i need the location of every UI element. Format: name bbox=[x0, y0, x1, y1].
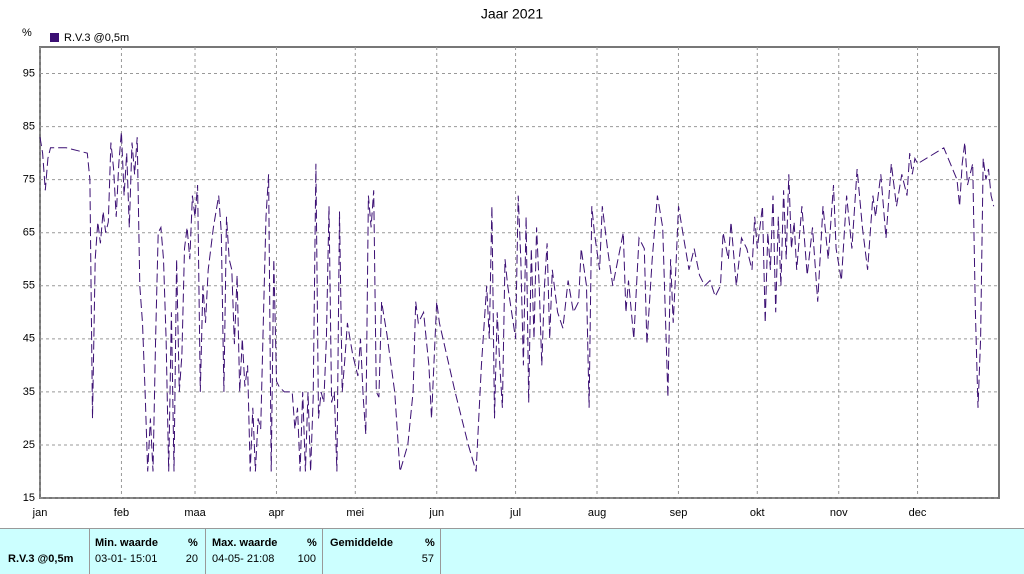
y-tick-label: 95 bbox=[23, 67, 35, 79]
y-tick-label: 75 bbox=[23, 174, 35, 186]
header: Min. waarde bbox=[95, 537, 158, 549]
y-tick-label: 65 bbox=[23, 227, 35, 239]
cell: 100 bbox=[297, 553, 316, 565]
chart: Jaar 2021 % R.V.3 @0,5m 15 25 35 45 55 65 75 85… bbox=[22, 6, 1000, 519]
data-line bbox=[39, 131, 995, 472]
y-tick-label: 15 bbox=[23, 492, 35, 504]
cell: 20 bbox=[185, 553, 198, 565]
x-tick-label: maa bbox=[184, 507, 206, 519]
chart-title: Jaar 2021 bbox=[481, 6, 543, 22]
x-tick-label: jun bbox=[428, 507, 444, 519]
stats-table: Min. waarde % Max. waarde % Gemiddelde %… bbox=[0, 528, 1024, 574]
x-tick-label: sep bbox=[670, 507, 688, 519]
y-tick-label: 55 bbox=[23, 280, 35, 292]
x-tick-label: okt bbox=[750, 507, 765, 519]
column bbox=[0, 529, 90, 574]
header: % bbox=[307, 537, 317, 549]
y-tick-label: 25 bbox=[23, 439, 35, 451]
cell: 03-01- 15:01 bbox=[95, 553, 158, 565]
y-axis-label: % bbox=[22, 27, 32, 39]
x-tick-label: jan bbox=[32, 507, 48, 519]
column bbox=[206, 529, 323, 574]
column bbox=[323, 529, 441, 574]
x-tick-label: aug bbox=[588, 507, 606, 519]
header: % bbox=[425, 537, 435, 549]
header: Max. waarde bbox=[212, 537, 278, 549]
cell: 04-05- 21:08 bbox=[212, 553, 275, 565]
y-tick-label: 45 bbox=[23, 333, 35, 345]
column bbox=[90, 529, 206, 574]
header: % bbox=[188, 537, 198, 549]
x-tick-label: feb bbox=[114, 507, 129, 519]
x-tick-label: mei bbox=[346, 507, 364, 519]
x-tick-label: apr bbox=[269, 507, 285, 519]
row-name: R.V.3 @0,5m bbox=[8, 553, 74, 565]
y-tick-label: 35 bbox=[23, 386, 35, 398]
x-tick-label: jul bbox=[509, 507, 521, 519]
y-tick-label: 85 bbox=[23, 120, 35, 132]
header: Gemiddelde bbox=[330, 537, 393, 549]
x-tick-label: dec bbox=[909, 507, 927, 519]
legend-swatch bbox=[50, 33, 59, 42]
cell: 57 bbox=[421, 553, 434, 565]
plot-frame bbox=[39, 46, 1000, 499]
x-tick-label: nov bbox=[830, 507, 848, 519]
legend-label: R.V.3 @0,5m bbox=[64, 32, 129, 44]
